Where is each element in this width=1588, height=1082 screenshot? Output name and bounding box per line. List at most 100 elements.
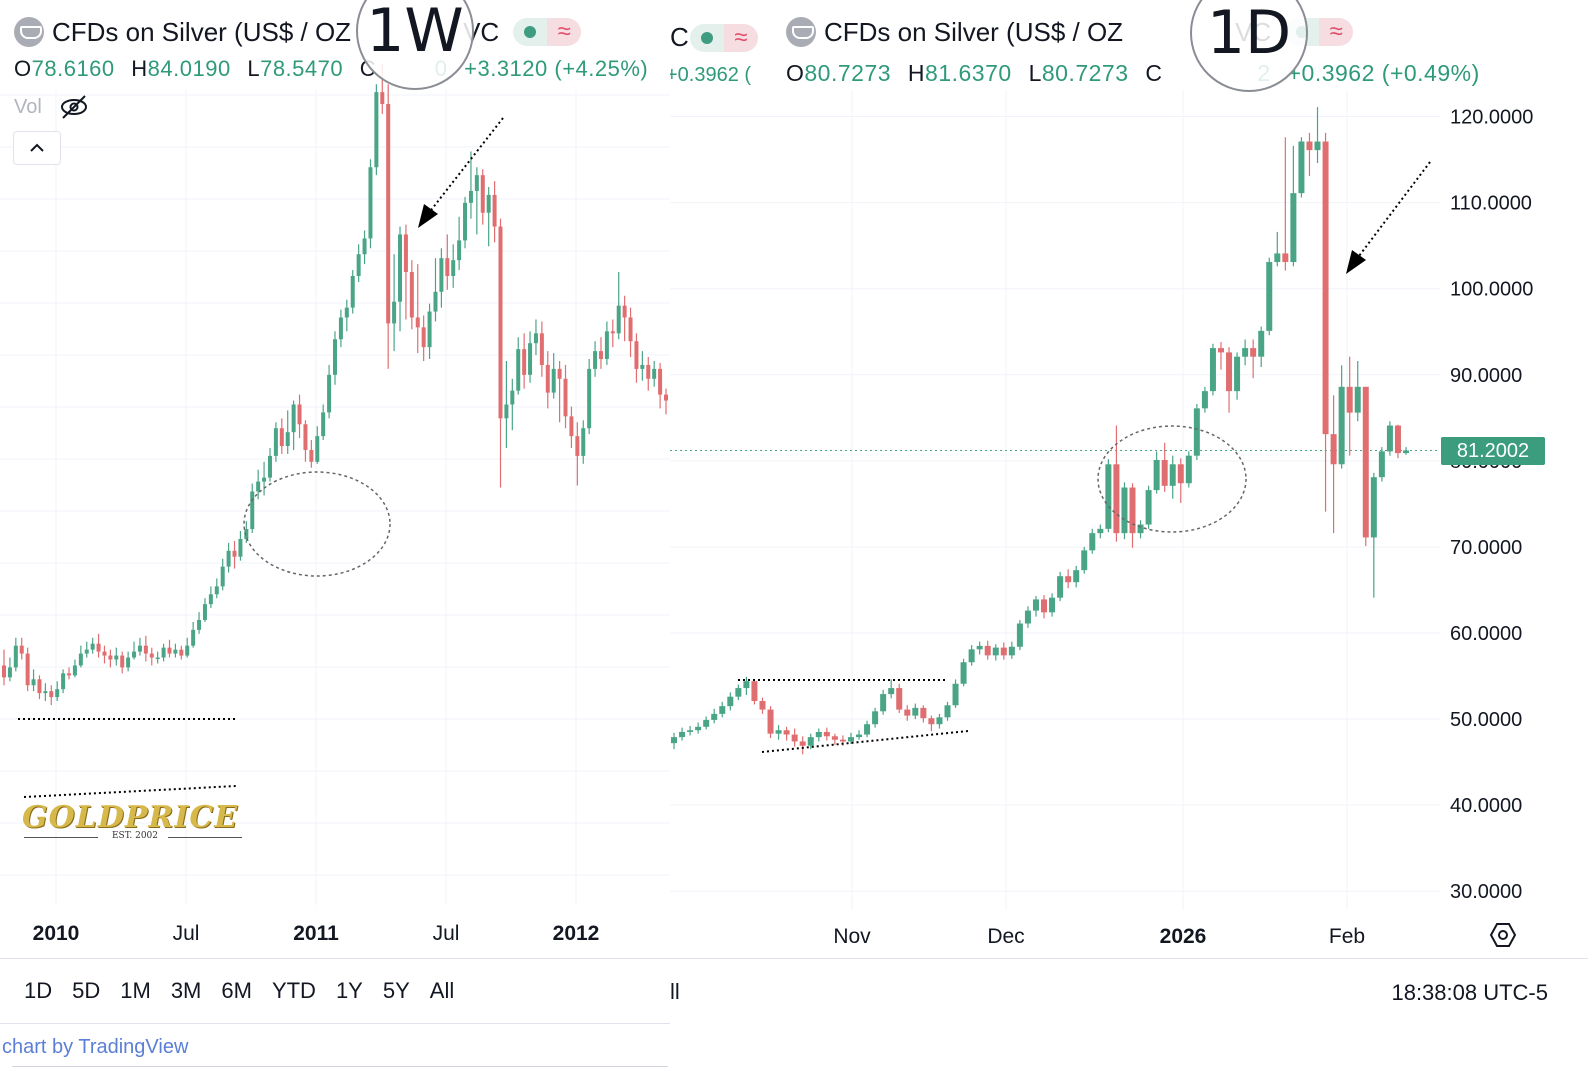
weekly-candle	[539, 333, 544, 365]
high-label: H	[907, 60, 926, 86]
weekly-candle	[2, 665, 6, 678]
range-button-6m[interactable]: 6M	[221, 978, 252, 1003]
x-tick-label: Jul	[433, 922, 460, 945]
daily-candle	[1193, 408, 1200, 456]
symbol-title-row[interactable]: CFDs on Silver (US$ / OZ VC ≈	[14, 14, 582, 50]
daily-candle	[1073, 570, 1080, 583]
weekly-candle	[197, 619, 202, 630]
low-value: 80.7273	[1041, 60, 1129, 86]
weekly-candle	[551, 368, 556, 393]
weekly-candle	[463, 202, 468, 241]
daily-candle	[928, 718, 935, 725]
high-label: H	[131, 56, 148, 81]
daily-candle	[1274, 253, 1281, 263]
weekly-candle	[43, 691, 48, 694]
range-button-1y[interactable]: 1Y	[335, 978, 363, 1003]
y-tick-label: 40.0000	[1450, 795, 1522, 817]
tradingview-credit-link[interactable]: chart by TradingView	[2, 1036, 189, 1058]
daily-candle	[1185, 455, 1192, 484]
y-tick-label: 30.0000	[1450, 881, 1522, 903]
weekly-candle	[634, 341, 639, 369]
daily-candle	[1065, 576, 1072, 583]
timeframe-badge-1d: 1D	[1190, 0, 1308, 92]
y-tick-label: 120.0000	[1450, 107, 1533, 129]
low-value: 78.5470	[260, 56, 344, 81]
clock-timezone[interactable]: 18:38:08 UTC-5	[1391, 980, 1548, 1005]
daily-candle	[1314, 141, 1321, 151]
low-label: L	[247, 56, 261, 81]
daily-candle	[880, 694, 887, 712]
weekly-candle	[55, 689, 60, 698]
weekly-candle	[31, 679, 36, 686]
weekly-candle	[587, 368, 592, 429]
daily-candle	[775, 730, 782, 734]
eye-hidden-icon[interactable]	[58, 94, 90, 120]
weekly-candle	[433, 291, 438, 312]
daily-candle	[791, 734, 798, 742]
open-value: 80.7273	[804, 60, 892, 86]
open-label: O	[14, 56, 32, 81]
weekly-candle	[132, 651, 137, 658]
daily-candle	[1169, 464, 1176, 486]
weekly-candle	[67, 673, 72, 676]
range-button-3m[interactable]: 3M	[170, 978, 202, 1003]
range-button-5y[interactable]: 5Y	[382, 978, 410, 1003]
daily-candle	[783, 730, 790, 735]
daily-candle	[1266, 262, 1273, 331]
range-button-all[interactable]: All	[429, 978, 455, 1003]
weekly-candle	[344, 307, 349, 318]
chevron-up-icon	[30, 143, 44, 152]
weekly-candle	[285, 432, 290, 447]
market-status-pill[interactable]: ≈	[513, 18, 582, 46]
weekly-candle	[362, 238, 367, 255]
weekly-candle	[421, 327, 426, 348]
weekly-candle	[143, 645, 148, 654]
vol-label: Vol	[14, 95, 42, 118]
daily-candlestick-chart[interactable]: 30.000040.000050.000060.000070.000080.00…	[670, 0, 1588, 1082]
chart-footer-bar: ll	[670, 958, 1588, 1024]
weekly-candle	[468, 190, 473, 203]
weekly-candle	[126, 657, 131, 668]
weekly-candle	[7, 667, 12, 678]
weekly-candle	[208, 594, 213, 605]
weekly-candle	[658, 368, 663, 395]
weekly-candle	[575, 436, 580, 456]
daily-candle	[920, 707, 927, 719]
range-button-5d[interactable]: 5D	[72, 978, 101, 1003]
current-price-label: 81.2002	[1441, 437, 1545, 465]
weekly-candle	[90, 643, 95, 650]
timeframe-badge-1w: 1W	[356, 0, 474, 90]
weekly-candle	[593, 351, 598, 369]
daily-candle	[1394, 425, 1401, 454]
weekly-candle	[84, 649, 89, 654]
daily-candle	[984, 645, 991, 656]
daily-candle	[1226, 352, 1233, 392]
weekly-candle	[522, 349, 527, 375]
settings-gear-icon[interactable]	[1489, 923, 1517, 947]
volume-toggle[interactable]: Vol	[14, 94, 90, 120]
daily-candle	[1338, 386, 1345, 465]
range-button-1m[interactable]: 1M	[120, 978, 151, 1003]
weekly-candle	[409, 272, 414, 318]
y-tick-label: 50.0000	[1450, 709, 1522, 731]
daily-candle	[960, 662, 967, 684]
daily-candle	[888, 688, 895, 695]
weekly-candlestick-chart[interactable]: 2010 Jul 2011 Jul 2012	[0, 0, 670, 1082]
range-button-ytd[interactable]: YTD	[271, 978, 316, 1003]
daily-candle	[719, 706, 726, 714]
weekly-candle	[569, 416, 574, 437]
collapse-legend-button[interactable]	[13, 131, 61, 165]
weekly-candle	[498, 226, 503, 419]
weekly-candle	[403, 234, 408, 273]
weekly-candle	[338, 317, 343, 340]
weekly-candle	[315, 436, 320, 462]
symbol-title: CFDs on Silver (US$ / OZ	[52, 16, 352, 47]
weekly-candle	[291, 404, 296, 433]
weekly-candle	[279, 428, 284, 447]
daily-candle	[1129, 487, 1136, 534]
daily-candle	[711, 713, 718, 720]
range-button-1d[interactable]: 1D	[24, 978, 53, 1003]
daily-candle	[1217, 348, 1224, 353]
daily-candle	[1362, 386, 1369, 538]
ohlc-values: O80.7273 H81.6370 L80.7273 C 2 +0.3962 (…	[786, 60, 1480, 87]
